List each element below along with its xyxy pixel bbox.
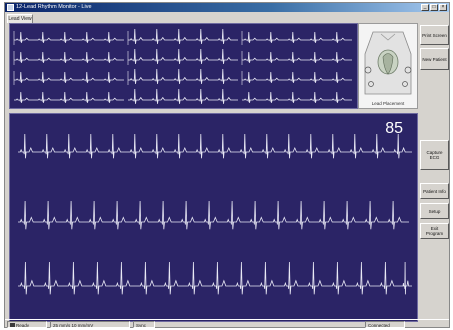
new-patient-button[interactable]: New Patient	[420, 48, 449, 70]
lead-placement-label: Lead Placement	[371, 101, 405, 106]
main-ecg-traces	[18, 133, 412, 295]
overview-trace-row2-seg3	[242, 51, 352, 63]
main-ecg-panel: 85	[9, 113, 418, 322]
heart-rate-readout: 85	[385, 120, 403, 137]
overview-trace-row3-seg2	[128, 68, 238, 84]
overview-trace-row1-seg1	[14, 31, 124, 43]
overview-trace-row1-seg2	[128, 28, 238, 44]
overview-trace-row4-seg1	[14, 91, 124, 103]
print-screen-button[interactable]: Print Screen	[420, 25, 449, 45]
maximize-button[interactable]: □	[430, 4, 438, 11]
tab-lead-view[interactable]: Lead View	[7, 14, 33, 23]
overview-trace-row3-seg3	[242, 71, 352, 83]
overview-trace-row3-seg1	[14, 71, 124, 83]
lead-placement-diagram[interactable]: Lead Placement	[358, 23, 418, 109]
app-window: 12-Lead Rhythm Monitor - Live _ □ × Lead…	[4, 2, 450, 328]
capture-ecg-button[interactable]: Capture ECG	[420, 140, 449, 170]
overview-ecg-panel	[9, 23, 358, 109]
patient-info-button[interactable]: Patient Info	[420, 183, 449, 199]
setup-button[interactable]: Setup	[420, 203, 449, 219]
overview-trace-row2-seg1	[14, 51, 124, 63]
exit-program-button[interactable]: Exit Program	[420, 223, 449, 239]
status-cell-sync: Sync	[133, 321, 155, 328]
action-sidebar: Print Screen New Patient Capture ECG Pat…	[420, 15, 450, 320]
overview-trace-row1-seg3	[242, 31, 352, 43]
title-bar: 12-Lead Rhythm Monitor - Live _ □ ×	[5, 3, 449, 12]
overview-ecg-traces	[13, 28, 352, 104]
status-cell-ready: Ready	[7, 321, 47, 328]
torso-heart-icon	[364, 31, 412, 95]
main-trace-strip1	[18, 133, 412, 159]
app-icon	[7, 4, 14, 11]
close-button[interactable]: ×	[439, 4, 447, 11]
window-controls: _ □ ×	[421, 4, 447, 11]
minimize-button[interactable]: _	[421, 4, 429, 11]
window-title: 12-Lead Rhythm Monitor - Live	[16, 4, 92, 10]
status-indicator-icon	[10, 323, 15, 327]
status-cell-speed: 25 mm/s 10 mm/mV	[50, 321, 130, 328]
overview-trace-row4-seg2	[128, 88, 238, 104]
status-bar: Ready 25 mm/s 10 mm/mV Sync Connected	[5, 319, 449, 329]
overview-trace-row2-seg2	[128, 48, 238, 64]
status-cell-connection: Connected	[365, 321, 405, 328]
main-trace-strip2	[18, 200, 409, 230]
overview-trace-row4-seg3	[242, 91, 352, 103]
main-trace-strip3	[18, 261, 412, 295]
